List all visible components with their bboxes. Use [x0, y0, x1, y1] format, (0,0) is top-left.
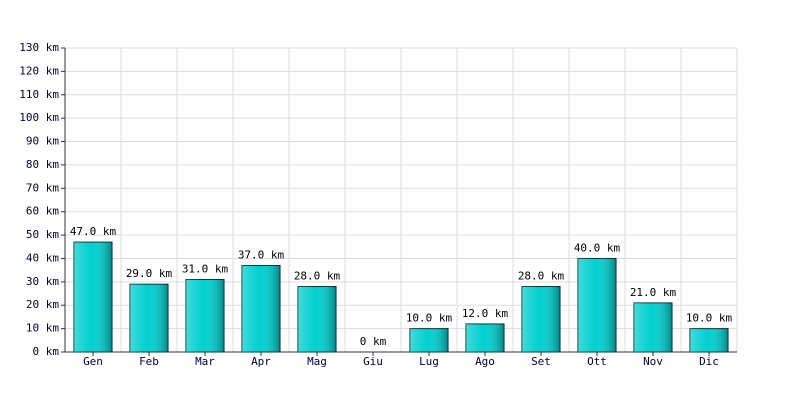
y-tick-label: 130 km: [19, 41, 59, 54]
x-tick-label: Gen: [83, 355, 103, 368]
bar-shade: [185, 279, 225, 352]
y-tick-label: 60 km: [26, 205, 59, 218]
value-label: 29.0 km: [126, 267, 173, 280]
bar-shade: [409, 328, 449, 352]
bar-shade: [129, 284, 169, 352]
y-tick-label: 70 km: [26, 181, 59, 194]
y-tick-label: 20 km: [26, 298, 59, 311]
x-tick-label: Lug: [419, 355, 439, 368]
y-tick-label: 50 km: [26, 228, 59, 241]
value-label: 40.0 km: [574, 241, 621, 254]
value-label: 10.0 km: [686, 312, 733, 325]
y-tick-label: 110 km: [19, 88, 59, 101]
bar-shade: [73, 242, 113, 352]
bar-shade: [521, 286, 561, 352]
value-label: 31.0 km: [182, 263, 229, 276]
value-label: 37.0 km: [238, 248, 285, 261]
value-label: 21.0 km: [630, 286, 677, 299]
y-tick-label: 80 km: [26, 158, 59, 171]
value-label: 28.0 km: [518, 270, 565, 283]
y-tick-label: 10 km: [26, 322, 59, 335]
bar-shade: [297, 286, 337, 352]
bar-shade: [633, 302, 673, 352]
value-label: 47.0 km: [70, 225, 117, 238]
value-label: 10.0 km: [406, 312, 453, 325]
x-tick-label: Ago: [475, 355, 495, 368]
bar-shade: [577, 258, 617, 352]
y-tick-label: 100 km: [19, 111, 59, 124]
value-label: 28.0 km: [294, 270, 341, 283]
x-tick-label: Apr: [251, 355, 271, 368]
value-label: 12.0 km: [462, 307, 509, 320]
x-tick-label: Ott: [587, 355, 607, 368]
value-label: 0 km: [360, 335, 387, 348]
x-tick-label: Giu: [363, 355, 383, 368]
y-tick-label: 120 km: [19, 64, 59, 77]
y-tick-label: 0 km: [33, 345, 60, 358]
x-tick-label: Mag: [307, 355, 327, 368]
bar-shade: [241, 265, 281, 352]
y-tick-label: 90 km: [26, 135, 59, 148]
x-tick-label: Mar: [195, 355, 215, 368]
x-tick-label: Dic: [699, 355, 719, 368]
x-tick-label: Feb: [139, 355, 159, 368]
x-tick-label: Set: [531, 355, 551, 368]
y-tick-label: 40 km: [26, 251, 59, 264]
x-tick-label: Nov: [643, 355, 663, 368]
y-tick-label: 30 km: [26, 275, 59, 288]
bar-shade: [465, 323, 505, 352]
bar-shade: [689, 328, 729, 352]
